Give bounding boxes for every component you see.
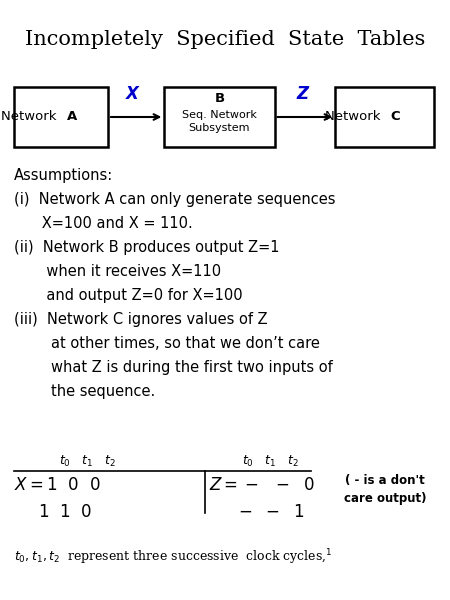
Text: A: A xyxy=(67,110,77,124)
Text: C: C xyxy=(391,110,400,124)
Text: Incompletely  Specified  State  Tables: Incompletely Specified State Tables xyxy=(25,30,425,49)
Text: X: X xyxy=(126,85,139,103)
Text: Seq. Network
Subsystem: Seq. Network Subsystem xyxy=(182,110,257,133)
Text: (ii)  Network B produces output Z=1: (ii) Network B produces output Z=1 xyxy=(14,240,279,255)
Text: what Z is during the first two inputs of: what Z is during the first two inputs of xyxy=(14,360,332,375)
Text: when it receives X=110: when it receives X=110 xyxy=(14,264,220,279)
Text: Network: Network xyxy=(1,110,61,124)
Text: Z: Z xyxy=(297,85,308,103)
Text: $t_0, t_1, t_2$  represent three successive  clock cycles,$^1$: $t_0, t_1, t_2$ represent three successi… xyxy=(14,547,332,567)
Text: (iii)  Network C ignores values of Z: (iii) Network C ignores values of Z xyxy=(14,312,267,327)
Text: the sequence.: the sequence. xyxy=(14,384,155,399)
Text: ( - is a don't
care output): ( - is a don't care output) xyxy=(343,474,426,505)
FancyBboxPatch shape xyxy=(164,87,274,147)
Text: $-\ \ -\ \ 1$: $-\ \ -\ \ 1$ xyxy=(238,504,306,521)
FancyBboxPatch shape xyxy=(14,87,108,147)
Text: $Z = -\ \ -\ \ 0$: $Z = -\ \ -\ \ 0$ xyxy=(209,477,315,494)
Text: $t_0$   $t_1$   $t_2$: $t_0$ $t_1$ $t_2$ xyxy=(59,454,116,469)
Text: $X = 1\ \ 0\ \ 0$: $X = 1\ \ 0\ \ 0$ xyxy=(14,477,100,494)
Text: at other times, so that we don’t care: at other times, so that we don’t care xyxy=(14,336,320,351)
Text: $t_0$   $t_1$   $t_2$: $t_0$ $t_1$ $t_2$ xyxy=(242,454,298,469)
FancyBboxPatch shape xyxy=(335,87,434,147)
Text: and output Z=0 for X=100: and output Z=0 for X=100 xyxy=(14,288,242,303)
Text: $1\ \ 1\ \ 0$: $1\ \ 1\ \ 0$ xyxy=(38,504,92,521)
Text: Network: Network xyxy=(325,110,385,124)
Text: B: B xyxy=(214,92,225,105)
Text: X=100 and X = 110.: X=100 and X = 110. xyxy=(14,216,192,231)
Text: Assumptions:: Assumptions: xyxy=(14,168,113,183)
Text: (i)  Network A can only generate sequences: (i) Network A can only generate sequence… xyxy=(14,192,335,207)
